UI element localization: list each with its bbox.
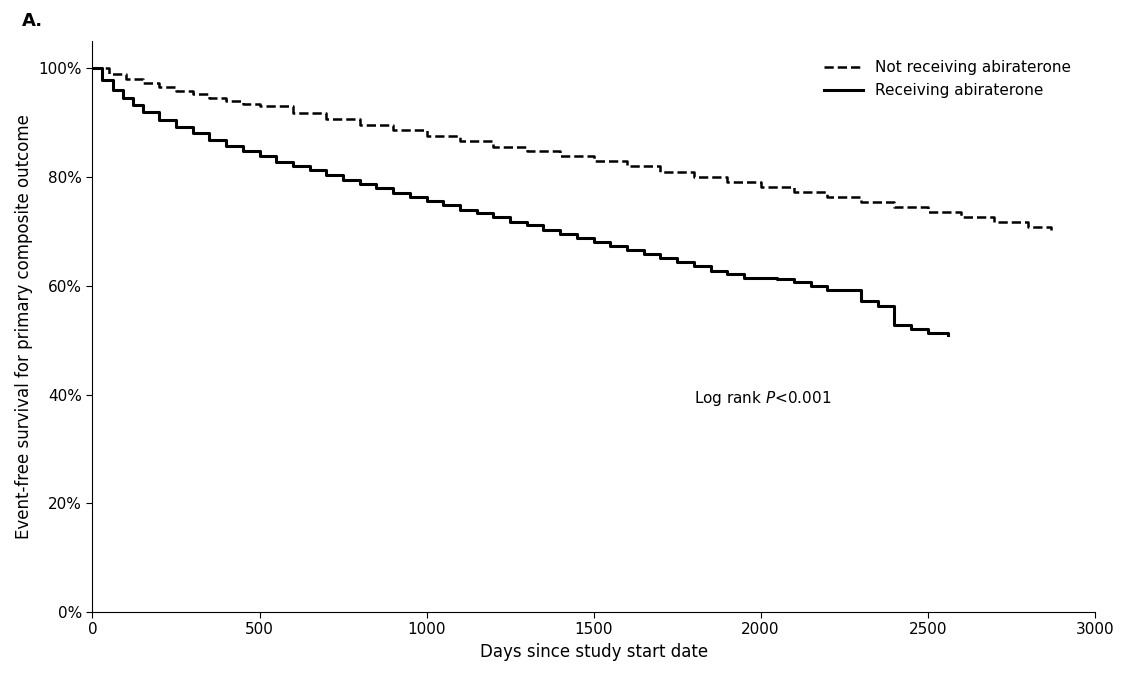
Text: A.: A. — [23, 12, 43, 30]
Not receiving abiraterone — [186, 91, 200, 99]
Not receiving abiraterone — [954, 213, 968, 221]
Not receiving abiraterone — [386, 126, 400, 135]
Not receiving abiraterone — [688, 173, 701, 181]
Not receiving abiraterone — [86, 64, 99, 72]
Receiving abiraterone — [553, 229, 567, 237]
Not receiving abiraterone — [453, 137, 466, 145]
Not receiving abiraterone — [152, 83, 166, 91]
Not receiving abiraterone — [320, 115, 333, 123]
Not receiving abiraterone — [202, 93, 216, 101]
Not receiving abiraterone — [119, 75, 132, 83]
Not receiving abiraterone — [720, 178, 734, 186]
Not receiving abiraterone — [103, 70, 116, 78]
Not receiving abiraterone — [821, 193, 834, 201]
Not receiving abiraterone — [236, 99, 250, 107]
Not receiving abiraterone — [854, 198, 867, 206]
Legend: Not receiving abiraterone, Receiving abiraterone: Not receiving abiraterone, Receiving abi… — [819, 54, 1077, 104]
Not receiving abiraterone — [169, 87, 183, 95]
Receiving abiraterone — [604, 242, 618, 250]
Y-axis label: Event-free survival for primary composite outcome: Event-free survival for primary composit… — [15, 114, 33, 539]
X-axis label: Days since study start date: Days since study start date — [480, 643, 708, 661]
Not receiving abiraterone — [286, 109, 299, 117]
Line: Not receiving abiraterone: Not receiving abiraterone — [93, 68, 1051, 230]
Not receiving abiraterone — [921, 208, 935, 216]
Not receiving abiraterone — [1021, 223, 1034, 231]
Not receiving abiraterone — [1044, 226, 1058, 234]
Not receiving abiraterone — [420, 132, 434, 140]
Receiving abiraterone — [570, 234, 584, 242]
Not receiving abiraterone — [353, 121, 367, 129]
Not receiving abiraterone — [520, 147, 534, 155]
Not receiving abiraterone — [487, 143, 500, 151]
Receiving abiraterone — [286, 162, 299, 170]
Not receiving abiraterone — [135, 79, 149, 87]
Receiving abiraterone — [86, 64, 99, 72]
Receiving abiraterone — [720, 270, 734, 279]
Not receiving abiraterone — [587, 157, 601, 165]
Not receiving abiraterone — [253, 102, 266, 110]
Receiving abiraterone — [821, 285, 834, 293]
Line: Receiving abiraterone: Receiving abiraterone — [93, 68, 947, 335]
Not receiving abiraterone — [787, 188, 800, 196]
Not receiving abiraterone — [620, 162, 633, 170]
Not receiving abiraterone — [219, 97, 233, 105]
Not receiving abiraterone — [887, 203, 901, 211]
Receiving abiraterone — [940, 331, 954, 339]
Not receiving abiraterone — [988, 218, 1001, 226]
Not receiving abiraterone — [754, 183, 768, 191]
Text: Log rank $P$<0.001: Log rank $P$<0.001 — [694, 389, 831, 408]
Not receiving abiraterone — [553, 152, 567, 160]
Not receiving abiraterone — [654, 168, 667, 176]
